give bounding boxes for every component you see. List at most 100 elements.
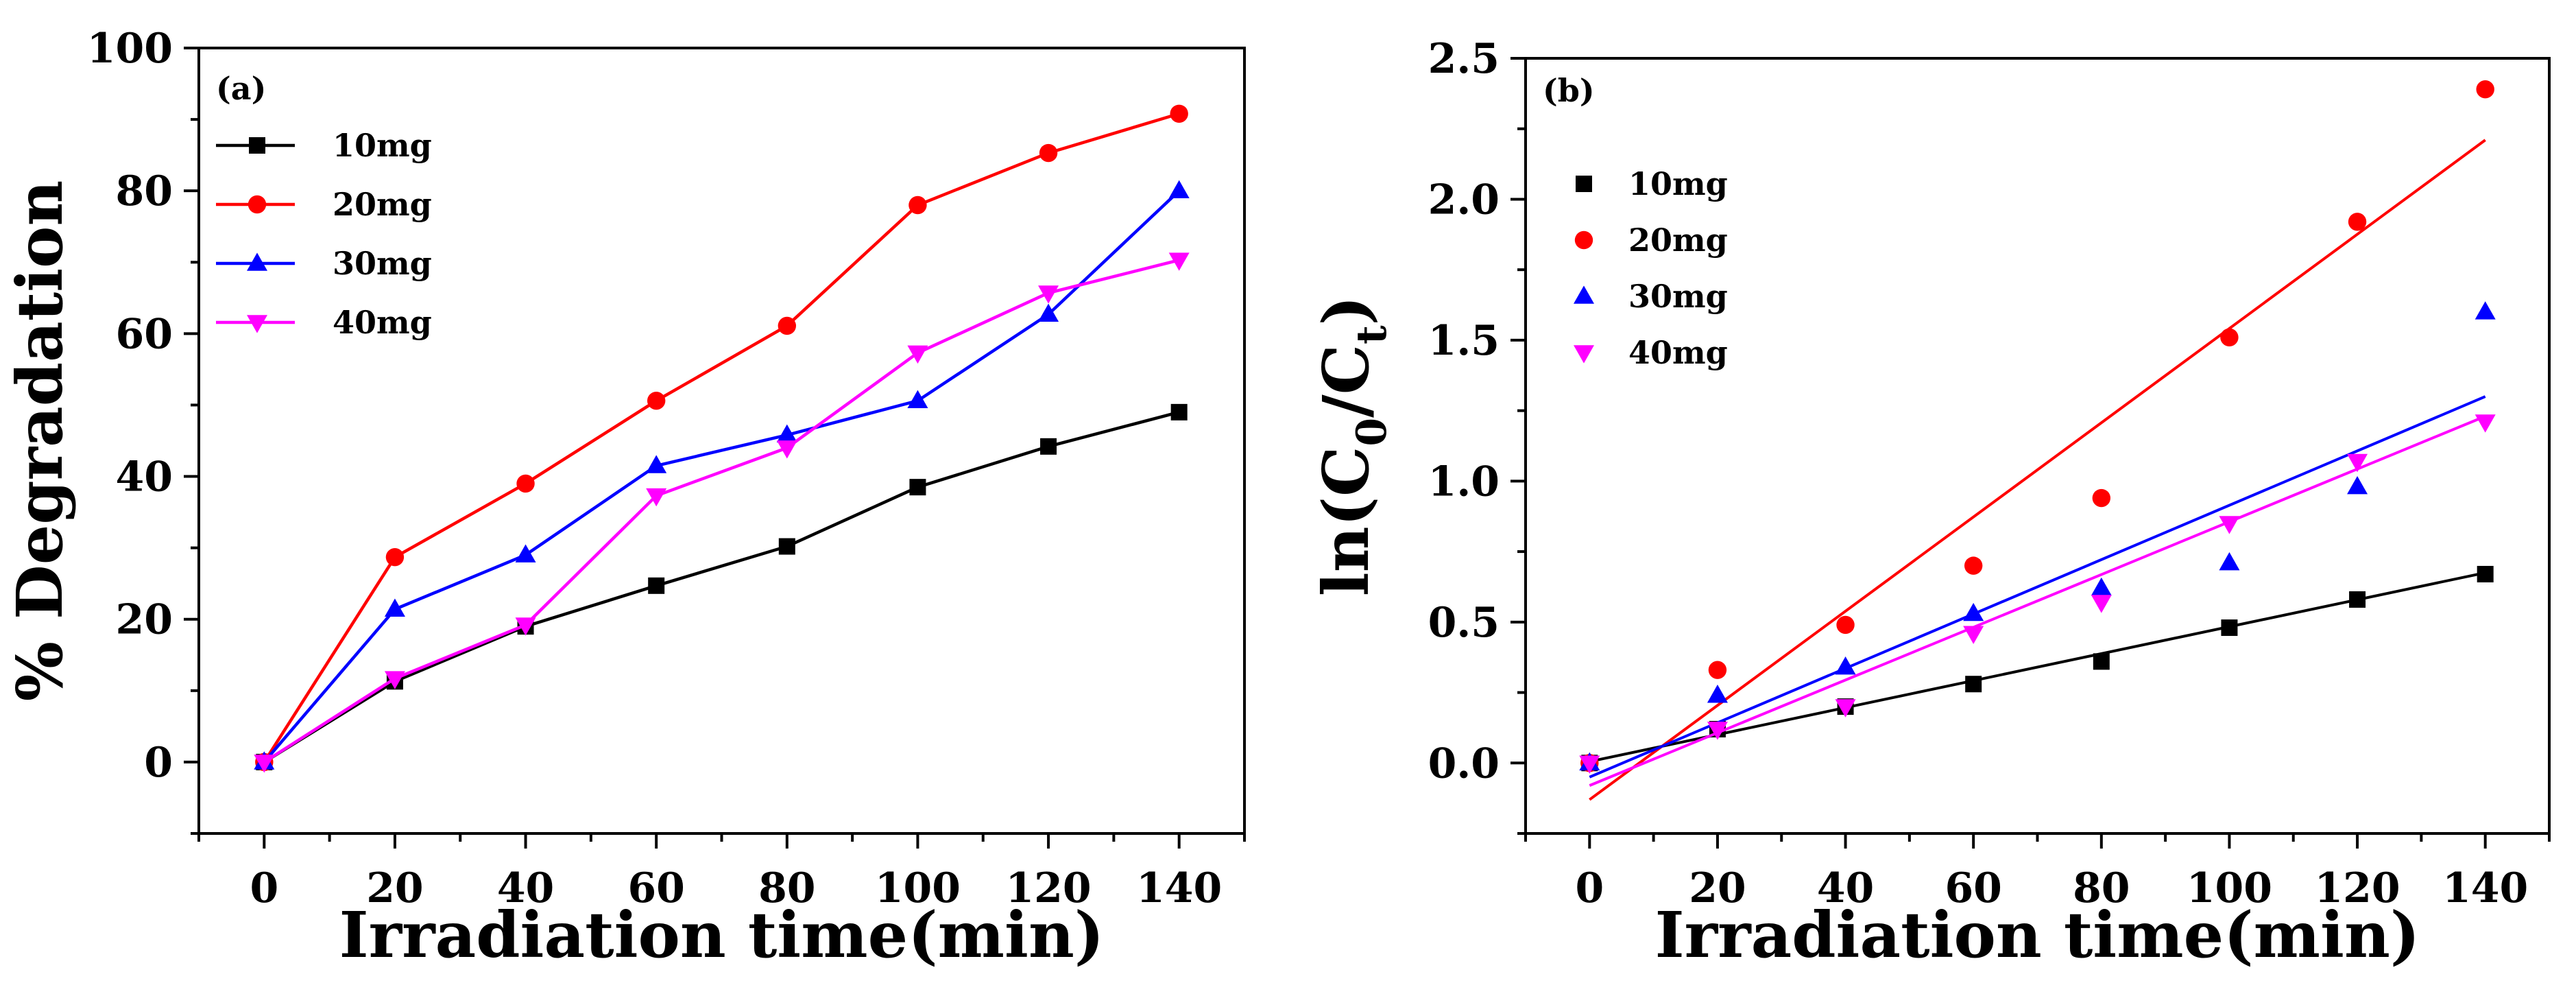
series-line <box>263 258 1180 763</box>
data-point <box>647 392 666 410</box>
plot-frame <box>197 47 1246 835</box>
legend-label: 30mg <box>1628 278 1728 315</box>
data-point <box>646 455 667 473</box>
data-point <box>1708 661 1727 679</box>
data-point <box>776 424 797 442</box>
data-point <box>1965 676 1982 693</box>
data-point <box>515 544 536 562</box>
data-point <box>2347 475 2368 495</box>
y-axis-title-part: ln(C <box>1309 447 1383 597</box>
legend-label: 20mg <box>333 186 432 223</box>
y-tick-label: 0 <box>144 739 173 787</box>
data-point <box>2349 591 2366 608</box>
panel-label: (a) <box>216 70 266 107</box>
x-tick-label: 100 <box>2187 864 2272 912</box>
data-point <box>778 538 795 555</box>
legend-item: 20mg <box>216 186 432 223</box>
y-tick-label: 80 <box>116 167 173 215</box>
legend-marker <box>249 137 265 154</box>
legend-label: 20mg <box>1628 222 1728 259</box>
x-tick-label: 0 <box>250 864 278 912</box>
data-point <box>1040 438 1057 455</box>
x-tick-label: 120 <box>2314 864 2400 912</box>
legend-item: 20mg <box>1574 222 1728 259</box>
fit-line <box>1589 139 2486 801</box>
y-axis-title-subscript: 0 <box>1348 418 1396 447</box>
data-point <box>907 390 928 409</box>
data-point <box>1835 699 1856 718</box>
legend-marker <box>1574 230 1593 250</box>
legend-label: 30mg <box>333 245 432 282</box>
legend-item: 10mg <box>216 127 432 164</box>
y-tick-label: 2.5 <box>1428 35 1500 83</box>
legend-marker <box>248 195 267 214</box>
data-point <box>648 577 665 594</box>
legend-item: 10mg <box>1576 165 1728 202</box>
x-tick-label: 40 <box>497 864 555 912</box>
x-tick-label: 60 <box>627 864 685 912</box>
data-point <box>2347 453 2368 473</box>
series-10mg <box>256 403 1188 770</box>
legend-item: 30mg <box>1574 278 1728 315</box>
series-line <box>263 189 1181 763</box>
y-tick-label: 2.0 <box>1428 176 1500 224</box>
x-tick-label: 40 <box>1817 864 1875 912</box>
legend-item: 30mg <box>216 245 432 282</box>
legend: 10mg 20mg 30mg 40mg <box>1574 165 1728 371</box>
x-axis-title: Irradiation time(min) <box>339 898 1105 972</box>
y-tick-label: 60 <box>116 310 173 358</box>
y-tick-label: 40 <box>116 453 173 501</box>
x-tick-label: 0 <box>1575 864 1604 912</box>
data-point <box>1963 626 1984 644</box>
data-point <box>1707 685 1728 703</box>
legend-label: 10mg <box>333 127 432 164</box>
x-axis-title: Irradiation time(min) <box>1655 898 2420 972</box>
x-tick-label: 80 <box>758 864 816 912</box>
data-point <box>1835 656 1856 675</box>
data-point <box>2476 80 2494 99</box>
x-tick-label: 80 <box>2073 864 2130 912</box>
data-point <box>1836 615 1855 635</box>
x-tick-label: 140 <box>1136 864 1222 912</box>
legend-marker <box>247 252 267 271</box>
legend-item: 40mg <box>216 304 432 341</box>
data-point <box>1168 180 1190 198</box>
fit-line <box>1589 415 2486 787</box>
x-tick-label: 120 <box>1005 864 1091 912</box>
panel-label: (b) <box>1543 72 1595 109</box>
data-point <box>515 617 536 636</box>
data-point <box>2091 577 2112 596</box>
series-20mg <box>1580 80 2494 801</box>
data-point <box>516 474 535 493</box>
data-point <box>2220 328 2239 346</box>
data-point <box>254 755 275 773</box>
data-point <box>1168 252 1190 271</box>
series-30mg <box>254 180 1190 770</box>
y-axis-title: % Degradation <box>3 180 77 702</box>
y-axis-title-subscript: t <box>1348 325 1396 344</box>
panel-b-kinetics-chart: 0 20 40 60 80 100 120 140 0.0 0.5 1.0 1.5 2.0 2.5 Irra… <box>1309 35 2551 972</box>
legend-label: 40mg <box>333 304 432 341</box>
series-40mg <box>1579 414 2496 787</box>
x-tick-label: 20 <box>1689 864 1746 912</box>
data-point <box>384 671 405 689</box>
data-point <box>2348 213 2367 231</box>
data-point <box>2091 595 2112 613</box>
data-point <box>1170 104 1188 123</box>
series-30mg <box>1579 301 2496 779</box>
data-point <box>907 345 928 364</box>
data-point <box>2475 301 2496 320</box>
y-axis-title: ln(C0/Ct) <box>1309 296 1396 596</box>
legend-label: 40mg <box>1628 334 1728 371</box>
legend-item: 40mg <box>1574 334 1728 371</box>
data-point <box>1579 755 1600 774</box>
data-point <box>778 316 797 335</box>
data-point <box>776 440 797 459</box>
data-point <box>2477 565 2494 582</box>
data-point <box>1038 285 1059 304</box>
data-point <box>2219 552 2240 571</box>
legend-marker <box>1576 176 1592 192</box>
series-line <box>263 112 1180 763</box>
x-tick-label: 60 <box>1945 864 2002 912</box>
